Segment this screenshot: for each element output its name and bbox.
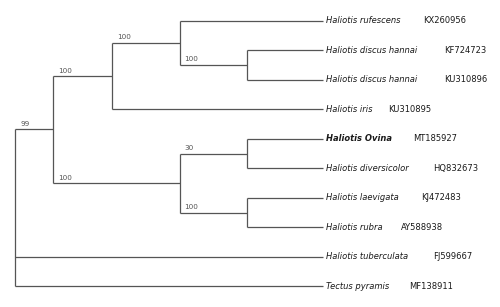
Text: 100: 100 (58, 68, 72, 74)
Text: KU310895: KU310895 (388, 105, 431, 114)
Text: Haliotis tuberculata: Haliotis tuberculata (326, 252, 411, 262)
Text: HQ832673: HQ832673 (434, 164, 478, 173)
Text: Haliotis laevigata: Haliotis laevigata (326, 193, 402, 202)
Text: KJ472483: KJ472483 (421, 193, 461, 202)
Text: KX260956: KX260956 (423, 16, 466, 25)
Text: Haliotis rubra: Haliotis rubra (326, 223, 386, 232)
Text: Haliotis discus hannai: Haliotis discus hannai (326, 75, 420, 84)
Text: Haliotis diversicolor: Haliotis diversicolor (326, 164, 412, 173)
Text: Haliotis discus hannai: Haliotis discus hannai (326, 45, 420, 55)
Text: 100: 100 (58, 175, 72, 181)
Text: 100: 100 (118, 34, 131, 40)
Text: MT185927: MT185927 (413, 134, 457, 143)
Text: Haliotis rufescens: Haliotis rufescens (326, 16, 403, 25)
Text: Tectus pyramis: Tectus pyramis (326, 282, 392, 291)
Text: FJ599667: FJ599667 (433, 252, 472, 262)
Text: AY588938: AY588938 (400, 223, 443, 232)
Text: Haliotis Ovina: Haliotis Ovina (326, 134, 395, 143)
Text: 100: 100 (184, 204, 198, 210)
Text: KU310896: KU310896 (444, 75, 488, 84)
Text: Haliotis iris: Haliotis iris (326, 105, 375, 114)
Text: 100: 100 (184, 56, 198, 63)
Text: MF138911: MF138911 (409, 282, 453, 291)
Text: 30: 30 (184, 145, 194, 151)
Text: 99: 99 (20, 121, 30, 127)
Text: KF724723: KF724723 (444, 45, 486, 55)
